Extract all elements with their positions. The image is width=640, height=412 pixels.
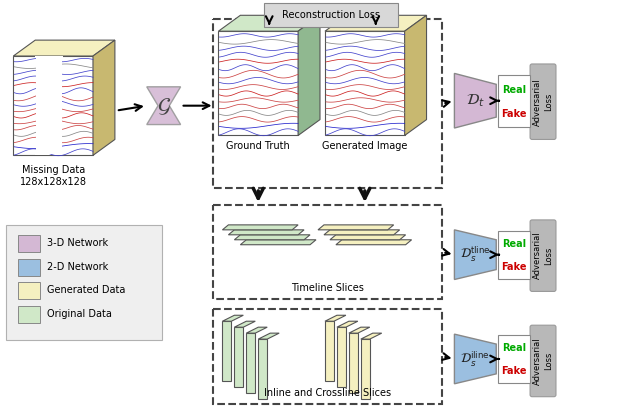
Polygon shape — [234, 235, 310, 240]
Text: $\mathcal{D}_t$: $\mathcal{D}_t$ — [466, 92, 484, 109]
Polygon shape — [93, 40, 115, 155]
Polygon shape — [223, 225, 298, 230]
Text: Adversarial
Loss: Adversarial Loss — [533, 232, 553, 279]
Polygon shape — [259, 333, 279, 339]
Polygon shape — [318, 225, 394, 230]
Polygon shape — [325, 321, 334, 381]
Text: Reconstruction Loss: Reconstruction Loss — [282, 10, 380, 20]
FancyBboxPatch shape — [498, 231, 530, 279]
Text: Original Data: Original Data — [47, 309, 112, 319]
Polygon shape — [36, 57, 62, 154]
Text: Adversarial
Loss: Adversarial Loss — [533, 337, 553, 385]
Polygon shape — [234, 327, 243, 387]
Polygon shape — [259, 339, 268, 399]
FancyBboxPatch shape — [19, 259, 40, 276]
Polygon shape — [35, 56, 63, 155]
Polygon shape — [454, 73, 496, 128]
Text: Missing Data
128x128x128: Missing Data 128x128x128 — [20, 165, 86, 187]
Text: 2-D Network: 2-D Network — [47, 262, 108, 272]
Polygon shape — [241, 240, 316, 245]
Text: Real: Real — [502, 343, 526, 353]
Polygon shape — [246, 327, 268, 333]
Text: Generated Image: Generated Image — [322, 141, 408, 152]
Text: $\mathcal{G}$: $\mathcal{G}$ — [157, 96, 171, 117]
Polygon shape — [228, 230, 304, 235]
FancyBboxPatch shape — [530, 64, 556, 139]
Polygon shape — [454, 334, 496, 384]
Polygon shape — [223, 315, 243, 321]
Polygon shape — [404, 15, 426, 136]
Polygon shape — [337, 327, 346, 387]
Polygon shape — [218, 15, 320, 31]
Polygon shape — [330, 235, 406, 240]
Text: Ground Truth: Ground Truth — [227, 141, 290, 152]
Polygon shape — [361, 339, 370, 399]
FancyBboxPatch shape — [19, 283, 40, 300]
Polygon shape — [218, 31, 298, 136]
Text: $\mathcal{D}_s^\mathrm{iline}$: $\mathcal{D}_s^\mathrm{iline}$ — [460, 349, 490, 369]
Text: Timeline Slices: Timeline Slices — [292, 283, 364, 293]
Polygon shape — [246, 333, 255, 393]
Polygon shape — [349, 327, 370, 333]
Text: Real: Real — [502, 85, 526, 95]
Polygon shape — [234, 321, 255, 327]
Text: Fake: Fake — [501, 366, 527, 376]
Text: $\mathcal{D}_s^\mathrm{tline}$: $\mathcal{D}_s^\mathrm{tline}$ — [460, 245, 491, 265]
Polygon shape — [13, 40, 115, 56]
FancyBboxPatch shape — [19, 235, 40, 252]
Text: Generated Data: Generated Data — [47, 286, 125, 295]
Text: Inline and Crossline Slices: Inline and Crossline Slices — [264, 388, 392, 398]
Text: Fake: Fake — [501, 262, 527, 272]
Text: Real: Real — [502, 239, 526, 249]
Polygon shape — [13, 56, 93, 155]
Polygon shape — [325, 15, 426, 31]
Polygon shape — [361, 333, 381, 339]
FancyBboxPatch shape — [498, 335, 530, 383]
Polygon shape — [325, 315, 346, 321]
Polygon shape — [325, 31, 404, 136]
Text: 3-D Network: 3-D Network — [47, 238, 108, 248]
Text: Adversarial
Loss: Adversarial Loss — [533, 78, 553, 126]
FancyBboxPatch shape — [6, 225, 162, 340]
Polygon shape — [223, 321, 232, 381]
FancyBboxPatch shape — [530, 220, 556, 291]
Polygon shape — [454, 230, 496, 279]
Text: Fake: Fake — [501, 109, 527, 119]
FancyBboxPatch shape — [264, 3, 397, 27]
FancyBboxPatch shape — [530, 325, 556, 397]
Polygon shape — [147, 87, 180, 124]
Polygon shape — [337, 321, 358, 327]
FancyBboxPatch shape — [498, 75, 530, 126]
Polygon shape — [324, 230, 399, 235]
Polygon shape — [336, 240, 412, 245]
Polygon shape — [298, 15, 320, 136]
FancyBboxPatch shape — [19, 306, 40, 323]
Polygon shape — [349, 333, 358, 393]
